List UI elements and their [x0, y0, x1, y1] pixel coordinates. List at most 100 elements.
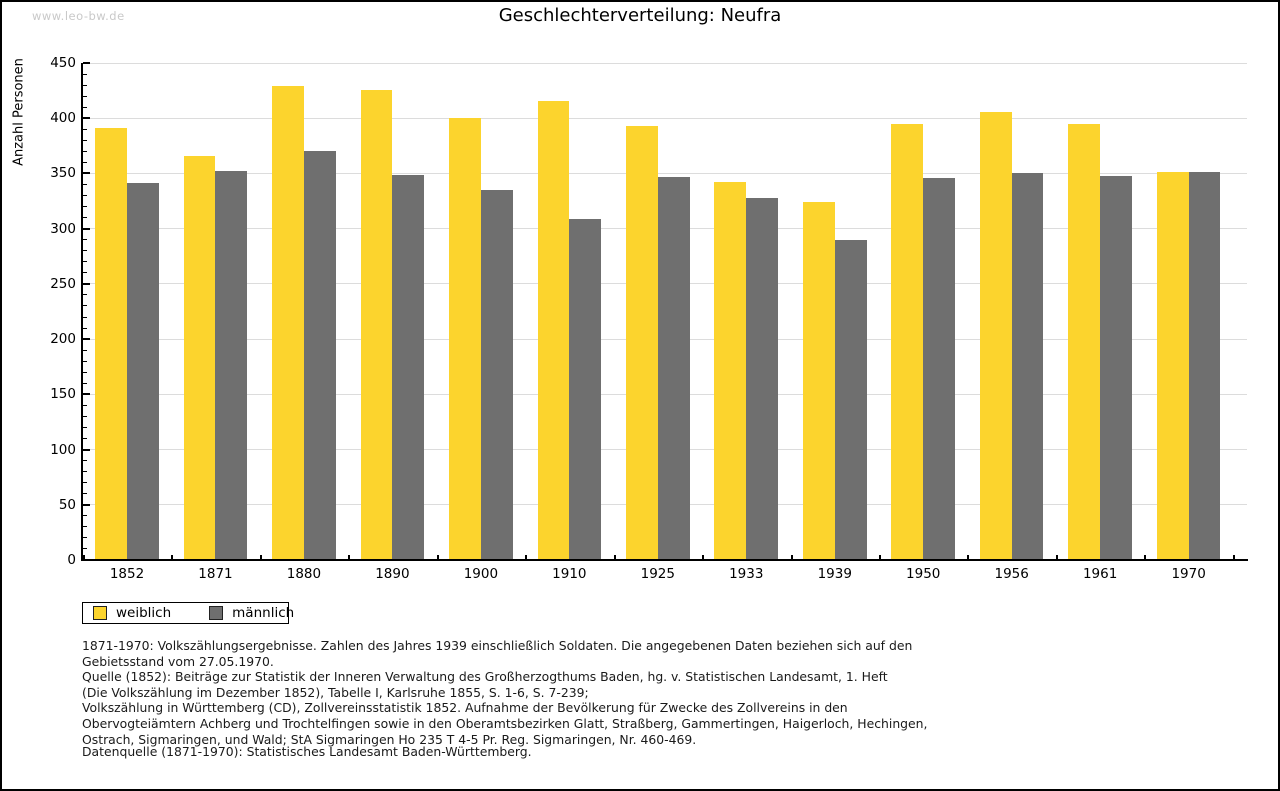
y-axis-tick [83, 172, 90, 175]
y-axis-tick [83, 448, 90, 451]
y-axis-minor-tick [83, 150, 87, 152]
x-axis-tick-label: 1925 [640, 566, 675, 582]
bar-weiblich-1880 [272, 86, 304, 559]
y-axis-minor-tick [83, 426, 87, 428]
legend-swatch-weiblich [93, 606, 107, 620]
footer-notes: 1871-1970: Volkszählungsergebnisse. Zahl… [82, 638, 927, 747]
x-axis-tick [525, 555, 528, 559]
y-axis-minor-tick [83, 305, 87, 307]
x-axis-tick-label: 1956 [994, 566, 1029, 582]
y-axis-tick [83, 117, 90, 120]
bar-männlich-1939 [834, 239, 867, 559]
bar-männlich-1956 [1011, 173, 1044, 559]
y-axis-minor-tick [83, 128, 87, 130]
y-axis-tick-label: 400 [50, 110, 76, 127]
bar-weiblich-1950 [891, 123, 924, 559]
y-axis-tick-label: 0 [67, 552, 76, 568]
legend: weiblich männlich [82, 602, 294, 624]
y-axis-minor-tick [83, 515, 87, 517]
y-axis-tick [83, 62, 90, 64]
y-axis-minor-tick [83, 161, 87, 163]
y-axis-minor-tick [83, 239, 87, 241]
bar-männlich-1961 [1100, 175, 1132, 559]
y-axis-minor-tick [83, 493, 87, 495]
x-axis-tick-label: 1880 [286, 566, 322, 582]
y-axis-minor-tick [83, 294, 87, 296]
bar-weiblich-1961 [1068, 123, 1101, 559]
y-axis-tick [83, 393, 90, 396]
bar-weiblich-1890 [360, 89, 393, 559]
bar-weiblich-1933 [714, 182, 747, 559]
y-axis-tick [83, 227, 90, 230]
y-axis-minor-tick [83, 250, 87, 252]
y-axis-minor-tick [83, 106, 87, 108]
footer-source: Datenquelle (1871-1970): Statistisches L… [82, 744, 532, 759]
footer-note-line: 1871-1970: Volkszählungsergebnisse. Zahl… [82, 638, 913, 653]
chart-title: Geschlechterverteilung: Neufra [498, 5, 782, 26]
footer-note-line: Gebietsstand vom 27.05.1970. [82, 653, 274, 669]
y-axis-minor-tick [83, 261, 87, 263]
y-axis-tick [83, 503, 90, 506]
bar-männlich-1950 [923, 177, 956, 559]
y-axis-minor-tick [83, 217, 87, 219]
y-axis-minor-tick [83, 460, 87, 462]
y-axis-minor-tick [83, 415, 87, 417]
y-axis-minor-tick [83, 139, 87, 141]
x-axis-tick-label: 1900 [463, 566, 499, 582]
x-axis-tick [1055, 555, 1058, 559]
bar-männlich-1890 [392, 174, 425, 559]
x-axis-tick-label: 1910 [552, 566, 587, 582]
y-axis-tick [83, 338, 90, 341]
legend-item-weiblich: weiblich [93, 605, 171, 621]
x-axis-tick [967, 555, 970, 559]
bar-weiblich-1925 [626, 125, 658, 559]
bar-weiblich-1852 [95, 128, 127, 559]
y-axis-minor-tick [83, 537, 87, 539]
footer-note-line: Volkszählung in Württemberg (CD), Zollve… [82, 700, 848, 716]
y-axis-minor-tick [83, 382, 87, 384]
bar-männlich-1871 [215, 171, 248, 559]
legend-item-männlich: männlich [209, 605, 294, 621]
y-axis-minor-tick [83, 371, 87, 373]
gridline [83, 172, 1247, 174]
y-axis-minor-tick [83, 206, 87, 208]
x-axis-tick [790, 555, 793, 559]
y-axis-minor-tick [83, 95, 87, 97]
footer-note-line: Quelle (1852): Beiträge zur Statistik de… [82, 669, 888, 685]
bar-weiblich-1956 [979, 111, 1012, 559]
bar-männlich-1852 [127, 183, 159, 559]
legend-label: weiblich [116, 605, 172, 621]
footer-note-line: Ostrach, Sigmaringen, und Wald; StA Sigm… [82, 731, 697, 747]
y-axis-minor-tick [83, 360, 87, 362]
x-axis-tick [702, 555, 705, 559]
bar-männlich-1933 [746, 197, 779, 559]
y-axis-minor-tick [83, 183, 87, 185]
x-axis-tick-label: 1939 [817, 566, 852, 582]
legend-label: männlich [232, 605, 295, 621]
x-axis-tick [259, 555, 262, 559]
y-axis-tick-label: 50 [58, 496, 76, 513]
gridline [83, 62, 1247, 64]
y-axis-tick [83, 282, 90, 285]
y-axis-tick-label: 200 [50, 331, 76, 348]
gridline [83, 117, 1247, 119]
x-axis-tick-label: 1871 [198, 566, 233, 582]
y-axis-minor-tick [83, 272, 87, 274]
x-axis-line [81, 559, 1248, 561]
x-axis-tick-label: 1933 [729, 566, 764, 582]
bar-weiblich-1910 [537, 100, 570, 559]
x-axis-tick [171, 555, 174, 559]
y-axis-minor-tick [83, 404, 87, 406]
x-axis-tick [878, 555, 881, 559]
y-axis-minor-tick [83, 471, 87, 473]
y-axis-minor-tick [83, 548, 87, 550]
x-axis-tick [1144, 555, 1147, 559]
bar-männlich-1925 [657, 176, 690, 559]
x-axis-tick [348, 555, 351, 559]
x-axis-tick-label: 1961 [1082, 566, 1118, 582]
bar-weiblich-1900 [449, 118, 481, 559]
y-axis-minor-tick [83, 438, 87, 439]
bar-weiblich-1939 [802, 202, 835, 559]
bar-weiblich-1970 [1156, 172, 1189, 559]
